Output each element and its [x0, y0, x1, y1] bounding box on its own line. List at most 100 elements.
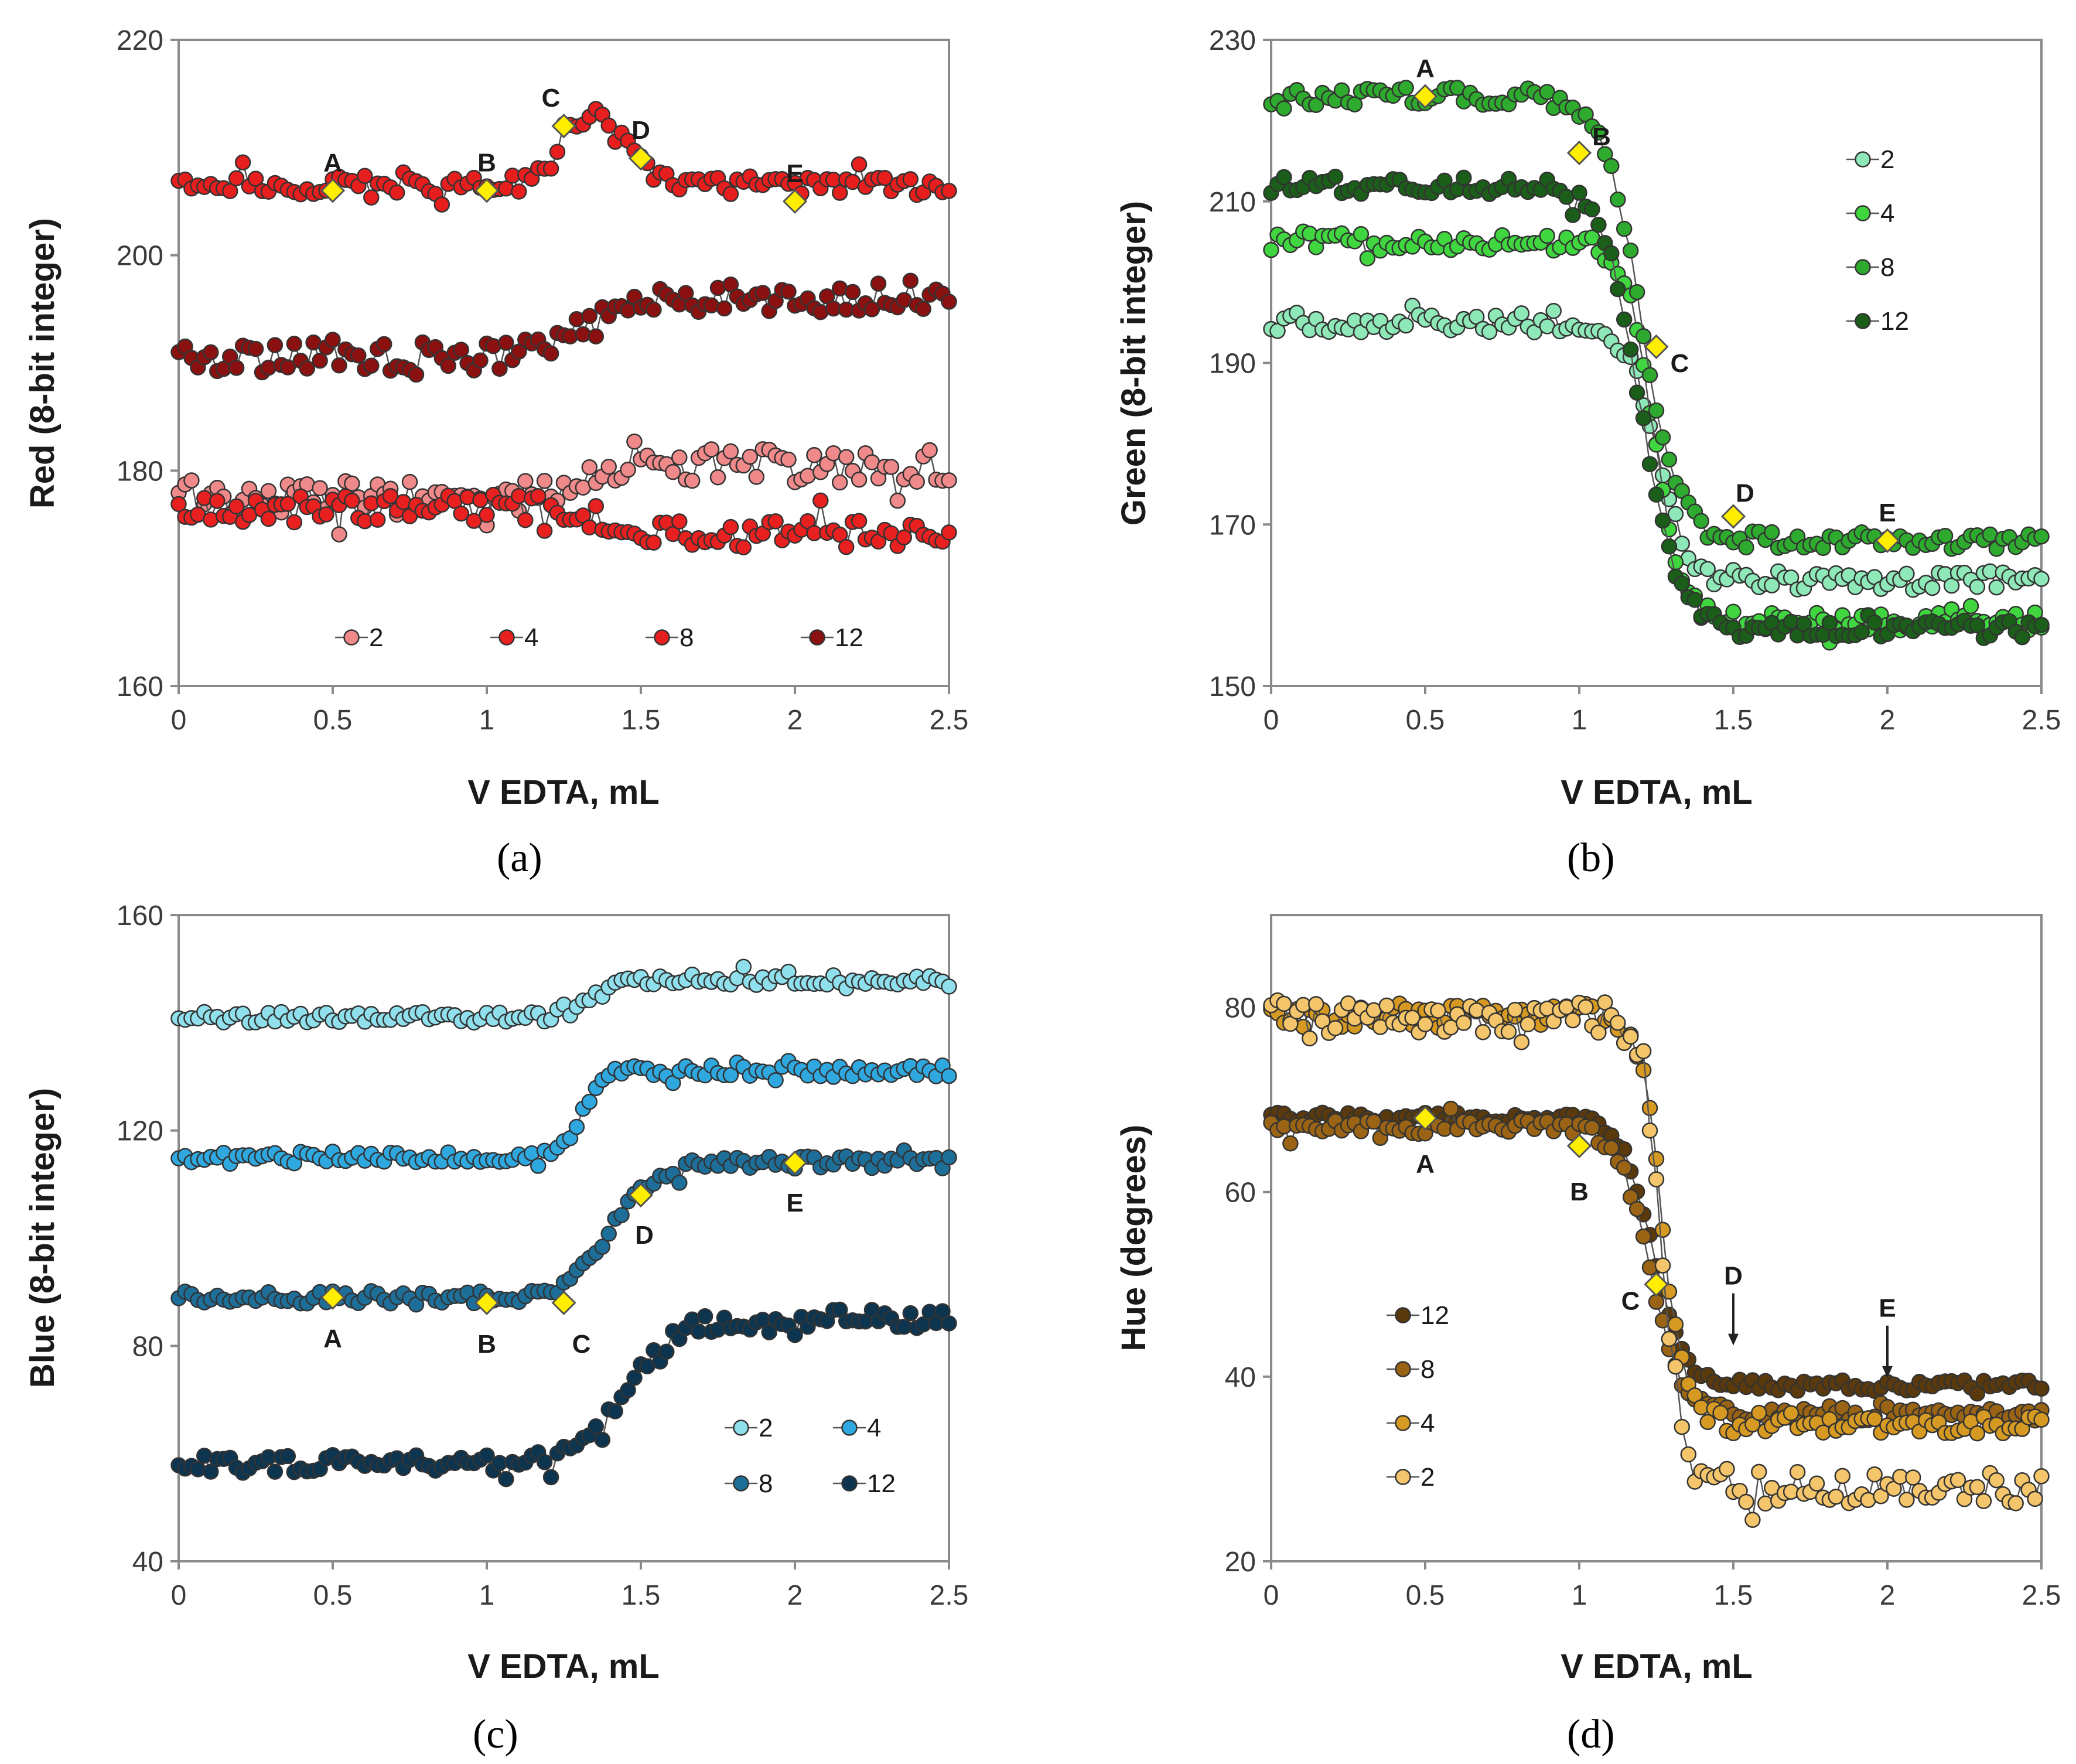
y-axis-label-c: Blue (8-bit integer)	[23, 1088, 62, 1388]
legend-item-8: 8	[1846, 253, 1894, 282]
data-point	[286, 514, 303, 531]
data-point	[1828, 1489, 1845, 1505]
data-point	[1661, 451, 1678, 468]
data-point	[780, 283, 797, 300]
data-point	[1500, 1023, 1517, 1040]
y-axis-label-a: Red (8-bit integer)	[23, 218, 62, 509]
series-2	[1263, 992, 2050, 1528]
data-point	[1346, 96, 1363, 112]
x-tick-label: 0	[171, 705, 187, 736]
series-4	[170, 486, 957, 555]
data-point	[1693, 513, 1709, 530]
series-12	[1263, 168, 2050, 646]
data-point	[703, 441, 720, 458]
data-point	[767, 1072, 784, 1089]
ticks-a: 160 180 200 220 0 0.5 1 1.5 2 2.5	[117, 25, 968, 736]
data-point	[247, 340, 264, 357]
data-point	[388, 185, 405, 201]
data-point	[844, 284, 861, 301]
legend-c: 2 4 8 12	[725, 1414, 896, 1498]
data-point	[209, 493, 226, 509]
y-tick-label: 150	[1209, 671, 1256, 702]
marker-A	[1412, 84, 1438, 109]
data-point	[1751, 1463, 1767, 1480]
legend-swatch	[1395, 1361, 1411, 1377]
y-tick-label: 200	[117, 241, 163, 272]
data-point	[613, 1207, 630, 1223]
data-point	[1468, 1002, 1485, 1019]
data-point	[594, 1238, 611, 1255]
x-tick-label: 0	[171, 1580, 187, 1611]
legend-item-2: 2	[335, 623, 383, 652]
data-point	[1263, 241, 1279, 258]
marker-E	[782, 189, 808, 214]
legend-swatch	[654, 629, 670, 646]
x-axis-label-b: V EDTA, mL	[1561, 773, 1753, 811]
data-point	[228, 498, 245, 515]
marker-C	[1644, 334, 1669, 360]
data-point	[466, 513, 482, 529]
data-point	[1443, 1100, 1459, 1117]
y-tick-label: 210	[1209, 187, 1256, 218]
data-point	[1751, 1404, 1767, 1421]
data-point	[1943, 577, 1960, 594]
data-point	[344, 475, 360, 492]
data-point	[433, 196, 450, 213]
marker-label-D: D	[635, 1221, 654, 1250]
marker-label-C: C	[572, 1330, 591, 1359]
legend-item-8: 8	[725, 1469, 773, 1498]
x-tick-label: 1.5	[622, 705, 661, 736]
data-point	[1648, 486, 1665, 503]
marker-label-C: C	[542, 84, 561, 112]
legend-item-4: 4	[833, 1414, 881, 1442]
data-point	[2033, 528, 2050, 545]
x-axis-label-d: V EDTA, mL	[1561, 1647, 1753, 1685]
legend-swatch	[343, 629, 360, 646]
data-point	[318, 506, 334, 523]
x-tick-label: 1	[1572, 1580, 1587, 1611]
data-point	[453, 505, 469, 522]
data-point	[941, 978, 957, 995]
x-tick-label: 2	[787, 1580, 803, 1611]
data-point	[279, 496, 296, 512]
x-tick-label: 0.5	[313, 1580, 353, 1611]
data-point	[671, 1175, 688, 1191]
data-point	[902, 1305, 919, 1322]
data-point	[1603, 1139, 1620, 1156]
data-point	[600, 458, 617, 475]
data-point	[1937, 527, 1954, 544]
data-point	[1834, 1468, 1851, 1485]
ticks-d: 20 40 60 80 0 0.5 1 1.5 2 2.5	[1225, 993, 2061, 1611]
data-point	[831, 474, 848, 491]
data-point	[1327, 168, 1344, 185]
data-point	[1821, 615, 1838, 631]
data-point	[2014, 629, 2030, 646]
legend-label: 12	[1880, 307, 1909, 336]
x-tick-label: 2.5	[2022, 705, 2061, 736]
data-point	[1975, 1493, 1992, 1509]
data-point	[260, 359, 277, 376]
y-tick-label: 80	[1225, 993, 1256, 1024]
legend-item-4: 4	[1387, 1409, 1435, 1438]
data-point	[941, 524, 957, 541]
data-point	[1648, 1151, 1665, 1168]
data-point	[909, 473, 925, 490]
legend-label: 4	[1421, 1409, 1435, 1438]
data-point	[1513, 305, 1530, 322]
y-tick-label: 230	[1209, 25, 1256, 56]
data-point	[1738, 539, 1754, 556]
x-tick-label: 2.5	[930, 705, 969, 736]
data-point	[549, 144, 566, 160]
marker-C	[1644, 1272, 1669, 1297]
data-point	[1404, 1009, 1421, 1026]
data-point	[2033, 616, 2050, 633]
data-point	[1520, 1016, 1536, 1033]
data-point	[2007, 1495, 2024, 1511]
marker-label-D: D	[631, 116, 650, 145]
x-tick-label: 1.5	[622, 1580, 661, 1611]
legend-label: 8	[759, 1469, 773, 1498]
legend-swatch	[733, 1420, 749, 1436]
data-point	[941, 1149, 957, 1166]
data-point	[780, 451, 797, 468]
marker-label-E: E	[786, 159, 803, 188]
